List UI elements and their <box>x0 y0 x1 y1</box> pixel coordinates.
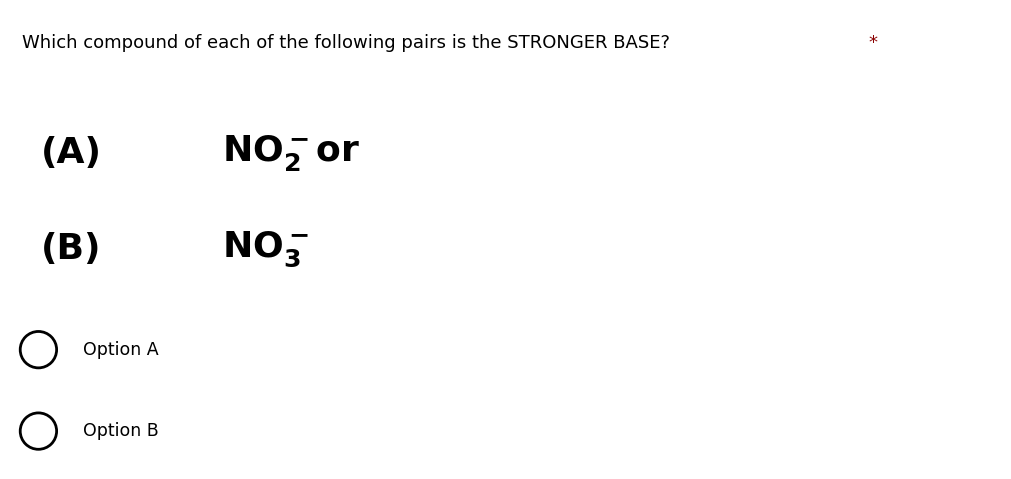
Text: Option A: Option A <box>83 341 159 359</box>
Text: $\mathbf{NO_3^-}$: $\mathbf{NO_3^-}$ <box>222 229 309 269</box>
Text: Option B: Option B <box>83 422 159 440</box>
Text: (A): (A) <box>40 137 101 170</box>
Text: $\mathbf{NO_2^-}$$\mathbf{or}$: $\mathbf{NO_2^-}$$\mathbf{or}$ <box>222 133 360 173</box>
Text: (B): (B) <box>40 232 101 266</box>
Text: *: * <box>868 34 878 52</box>
Text: Which compound of each of the following pairs is the STRONGER BASE?: Which compound of each of the following … <box>22 34 676 52</box>
